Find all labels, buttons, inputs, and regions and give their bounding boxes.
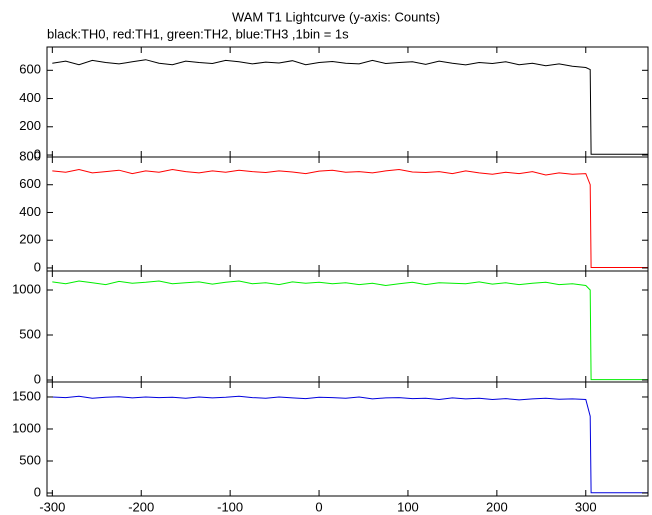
x-tick-label: 300	[575, 499, 597, 514]
y-tick-label: 0	[34, 146, 41, 161]
x-tick-label: -300	[39, 499, 65, 514]
y-tick-label: 0	[34, 371, 41, 386]
y-tick-label: 500	[19, 326, 41, 341]
lightcurve	[52, 59, 648, 155]
y-tick-label: 200	[19, 232, 41, 247]
y-tick-label: 1000	[12, 420, 41, 435]
chart-title: WAM T1 Lightcurve (y-axis: Counts)	[232, 9, 440, 24]
y-tick-label: 1500	[12, 388, 41, 403]
lightcurve	[52, 395, 648, 494]
panel-frame	[46, 381, 649, 497]
y-tick-label: 0	[34, 484, 41, 499]
y-tick-label: 600	[19, 62, 41, 77]
x-tick-label: -200	[128, 499, 154, 514]
x-tick-label: 200	[486, 499, 508, 514]
lightcurve	[52, 168, 648, 268]
x-tick-label: 100	[397, 499, 419, 514]
chart-subtitle: black:TH0, red:TH1, green:TH2, blue:TH3 …	[47, 26, 349, 41]
y-tick-label: 800	[19, 148, 41, 163]
panel-frame	[46, 270, 649, 383]
x-tick-label: 0	[315, 499, 322, 514]
y-tick-label: 400	[19, 204, 41, 219]
y-tick-label: 500	[19, 452, 41, 467]
lightcurve	[52, 280, 648, 381]
y-tick-label: 200	[19, 118, 41, 133]
y-tick-label: 400	[19, 90, 41, 105]
y-tick-label: 600	[19, 176, 41, 191]
panel-frame	[46, 156, 649, 272]
y-tick-label: 0	[34, 259, 41, 274]
y-tick-label: 1000	[12, 281, 41, 296]
x-tick-label: -100	[217, 499, 243, 514]
